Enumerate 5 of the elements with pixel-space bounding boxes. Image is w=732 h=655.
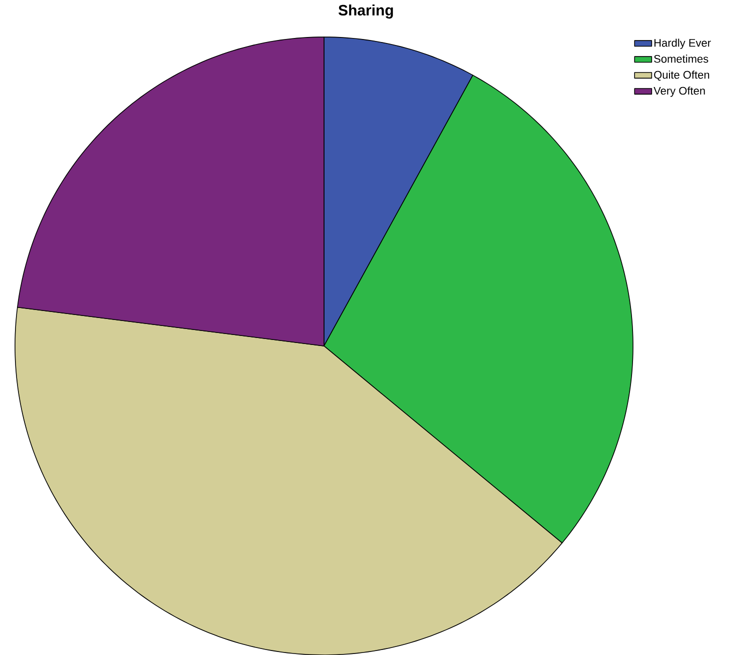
chart-title: Sharing [338, 4, 393, 19]
legend-label: Sometimes [654, 54, 708, 63]
legend-label: Very Often [654, 86, 705, 97]
legend-label: Quite Often [654, 70, 710, 81]
legend-label: Hardly Ever [654, 38, 711, 49]
